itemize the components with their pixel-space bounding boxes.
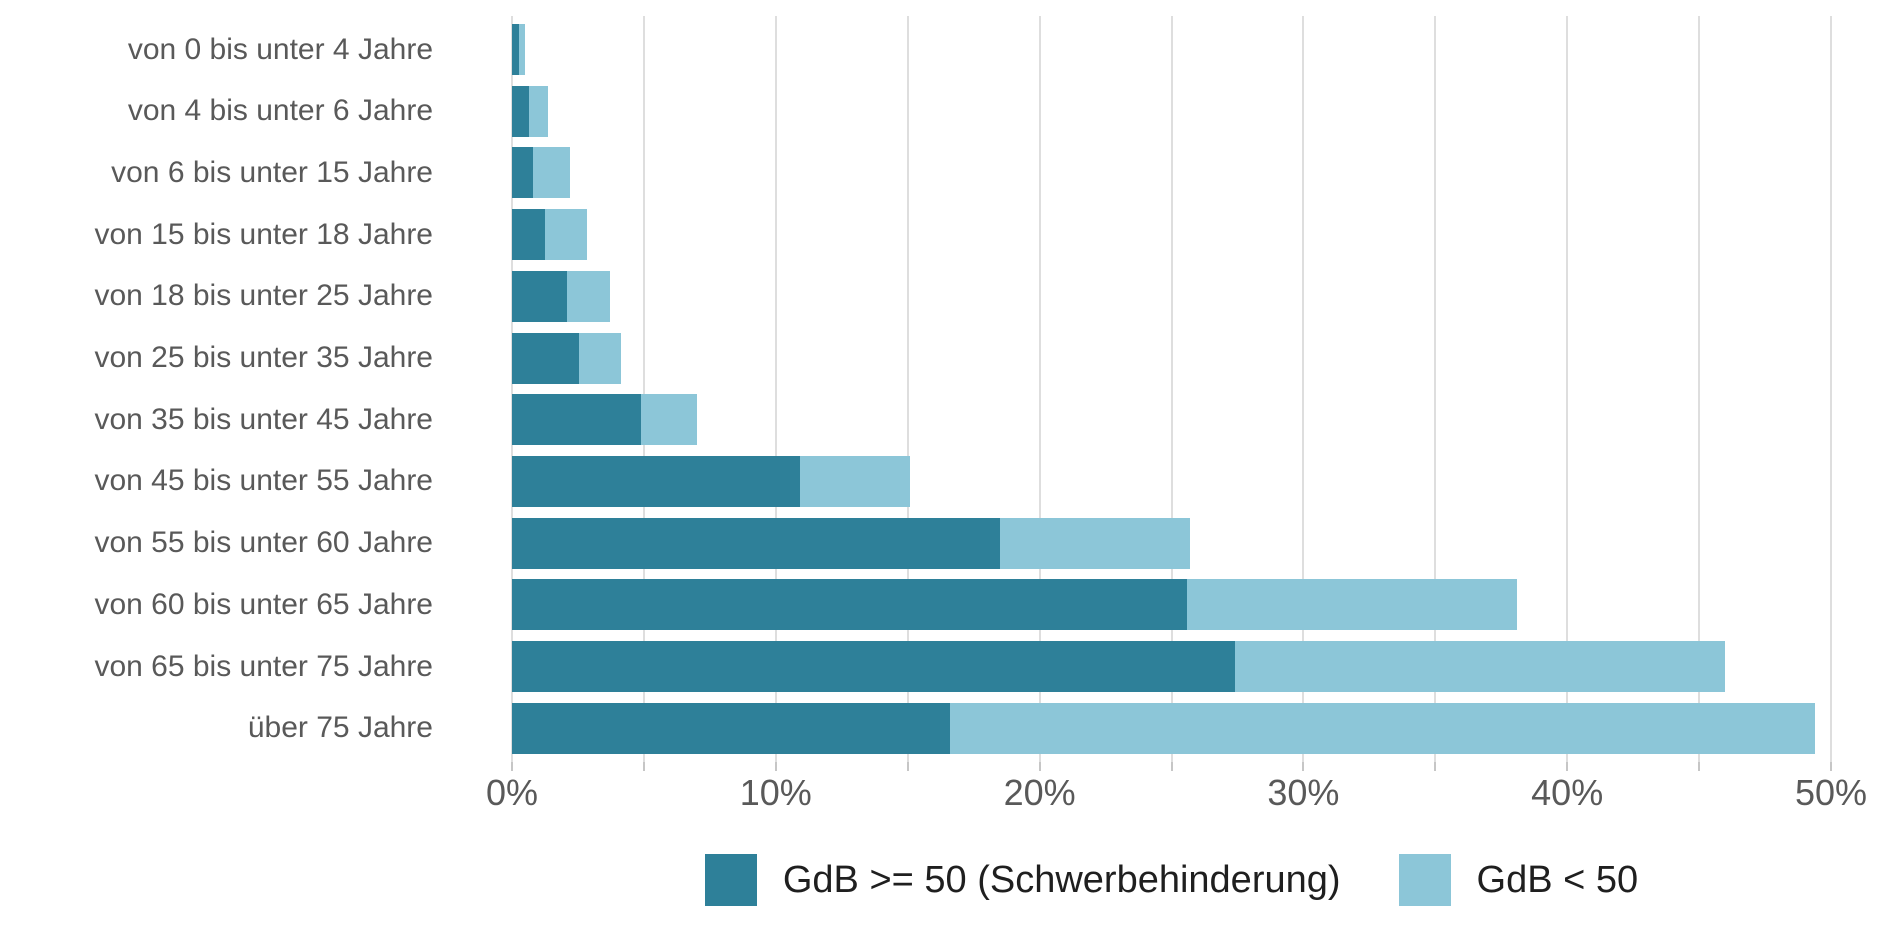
axis-tick: [906, 762, 909, 771]
category-label: von 25 bis unter 35 Jahre: [94, 341, 433, 374]
bar-segment-gdb-ge-50: [512, 579, 1188, 631]
bar-segment-gdb-ge-50: [512, 147, 534, 199]
bar-segment-gdb-lt-50: [533, 147, 571, 199]
x-tick-label: 30%: [1267, 772, 1340, 813]
category-label: von 18 bis unter 25 Jahre: [94, 279, 433, 313]
axis-tick: [1434, 762, 1437, 771]
axis-tick: [1566, 762, 1569, 771]
gridline: [774, 16, 777, 762]
category-label: von 6 bis unter 15 Jahre: [111, 155, 433, 189]
bar-segment-gdb-ge-50: [512, 517, 1001, 569]
category-label: von 65 bis unter 75 Jahre: [94, 649, 433, 683]
bar-segment-gdb-ge-50: [512, 332, 580, 384]
gridline: [1698, 16, 1701, 762]
legend-swatch-gdb-ge-50: [704, 854, 757, 906]
gridline: [511, 16, 513, 762]
gridline: [1434, 16, 1437, 762]
bar-segment-gdb-lt-50: [1187, 579, 1518, 631]
legend: GdB >= 50 (Schwerbehinderung) GdB < 50: [512, 852, 1831, 908]
bar-segment-gdb-lt-50: [579, 332, 622, 384]
bar-segment-gdb-ge-50: [512, 702, 950, 754]
x-tick-label: 50%: [1794, 772, 1868, 813]
legend-item-gdb-lt-50: GdB < 50: [1398, 854, 1639, 906]
x-tick-label: 10%: [739, 772, 812, 813]
x-tick-label: 0%: [485, 772, 539, 813]
bar-segment-gdb-lt-50: [949, 702, 1816, 754]
bar-segment-gdb-lt-50: [567, 270, 610, 322]
bar-segment-gdb-lt-50: [641, 394, 697, 446]
category-label: von 4 bis unter 6 Jahre: [127, 94, 433, 128]
gridline: [1038, 16, 1041, 762]
gridline: [1566, 16, 1569, 762]
bar-segment-gdb-lt-50: [799, 455, 911, 507]
bar-segment-gdb-ge-50: [512, 24, 519, 75]
x-tick-label: 20%: [1003, 772, 1076, 813]
bar-segment-gdb-ge-50: [512, 270, 568, 322]
bar-segment-gdb-ge-50: [512, 641, 1235, 692]
bar-segment-gdb-lt-50: [529, 85, 548, 137]
axis-tick: [1830, 762, 1832, 771]
x-tick-label: 40%: [1531, 772, 1604, 813]
bar-segment-gdb-ge-50: [512, 85, 530, 137]
gridline: [1302, 16, 1305, 762]
gridline: [1170, 16, 1173, 762]
axis-tick: [1038, 762, 1041, 771]
axis-tick: [511, 762, 513, 771]
axis-tick: [1302, 762, 1305, 771]
bar-segment-gdb-ge-50: [512, 394, 642, 446]
axis-tick: [1698, 762, 1701, 771]
bar-segment-gdb-lt-50: [1234, 641, 1726, 692]
category-label: von 15 bis unter 18 Jahre: [94, 217, 433, 251]
axis-tick: [642, 762, 645, 771]
gridline: [906, 16, 909, 762]
axis-tick: [1170, 762, 1173, 771]
category-label: über 75 Jahre: [247, 711, 433, 745]
bar-segment-gdb-ge-50: [512, 209, 545, 261]
bar-segment-gdb-ge-50: [512, 455, 800, 507]
bar-segment-gdb-lt-50: [518, 24, 526, 75]
category-label: von 60 bis unter 65 Jahre: [94, 587, 433, 621]
legend-label-gdb-lt-50: GdB < 50: [1476, 858, 1639, 901]
legend-item-gdb-ge-50: GdB >= 50 (Schwerbehinderung): [704, 854, 1341, 906]
category-label: von 55 bis unter 60 Jahre: [94, 526, 433, 560]
axis-tick: [774, 762, 777, 771]
gridline: [642, 16, 645, 762]
gridline: [1830, 16, 1832, 762]
bar-segment-gdb-lt-50: [1000, 517, 1190, 569]
category-label: von 35 bis unter 45 Jahre: [94, 402, 433, 436]
bar-segment-gdb-lt-50: [544, 209, 588, 261]
category-label: von 45 bis unter 55 Jahre: [94, 464, 433, 498]
legend-label-gdb-ge-50: GdB >= 50 (Schwerbehinderung): [782, 858, 1341, 901]
legend-swatch-gdb-lt-50: [1398, 854, 1451, 906]
category-label: von 0 bis unter 4 Jahre: [127, 32, 433, 66]
